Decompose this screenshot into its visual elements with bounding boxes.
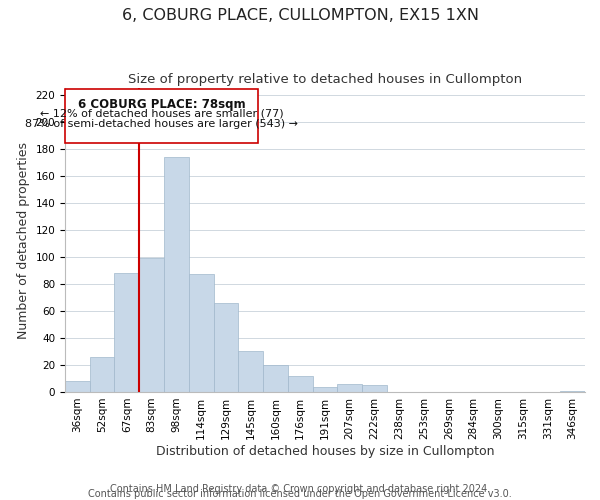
Text: 6, COBURG PLACE, CULLOMPTON, EX15 1XN: 6, COBURG PLACE, CULLOMPTON, EX15 1XN <box>121 8 479 22</box>
Bar <box>337 384 362 392</box>
Y-axis label: Number of detached properties: Number of detached properties <box>17 142 30 338</box>
Bar <box>139 258 164 392</box>
Bar <box>560 390 585 392</box>
Text: Contains HM Land Registry data © Crown copyright and database right 2024.: Contains HM Land Registry data © Crown c… <box>110 484 490 494</box>
Bar <box>214 303 238 392</box>
Text: Contains public sector information licensed under the Open Government Licence v3: Contains public sector information licen… <box>88 489 512 499</box>
Bar <box>263 365 288 392</box>
Text: 6 COBURG PLACE: 78sqm: 6 COBURG PLACE: 78sqm <box>78 98 245 110</box>
X-axis label: Distribution of detached houses by size in Cullompton: Distribution of detached houses by size … <box>156 444 494 458</box>
Bar <box>65 381 89 392</box>
Bar <box>313 386 337 392</box>
Bar <box>115 273 139 392</box>
Bar <box>164 157 189 392</box>
Bar <box>89 357 115 392</box>
Bar <box>238 352 263 392</box>
Text: 87% of semi-detached houses are larger (543) →: 87% of semi-detached houses are larger (… <box>25 119 298 129</box>
Title: Size of property relative to detached houses in Cullompton: Size of property relative to detached ho… <box>128 72 522 86</box>
FancyBboxPatch shape <box>65 90 258 144</box>
Bar <box>189 274 214 392</box>
Bar <box>362 385 387 392</box>
Text: ← 12% of detached houses are smaller (77): ← 12% of detached houses are smaller (77… <box>40 108 284 118</box>
Bar <box>288 376 313 392</box>
